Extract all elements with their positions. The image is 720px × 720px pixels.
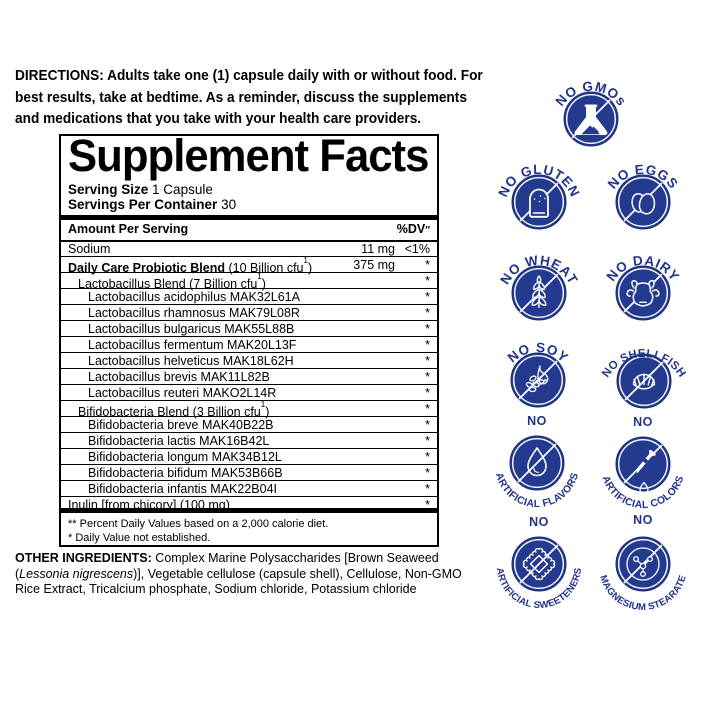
svg-text:NO: NO xyxy=(527,414,547,428)
svg-text:NO: NO xyxy=(529,515,549,529)
svg-text:NO: NO xyxy=(633,415,653,429)
svg-text:NO: NO xyxy=(633,513,653,527)
